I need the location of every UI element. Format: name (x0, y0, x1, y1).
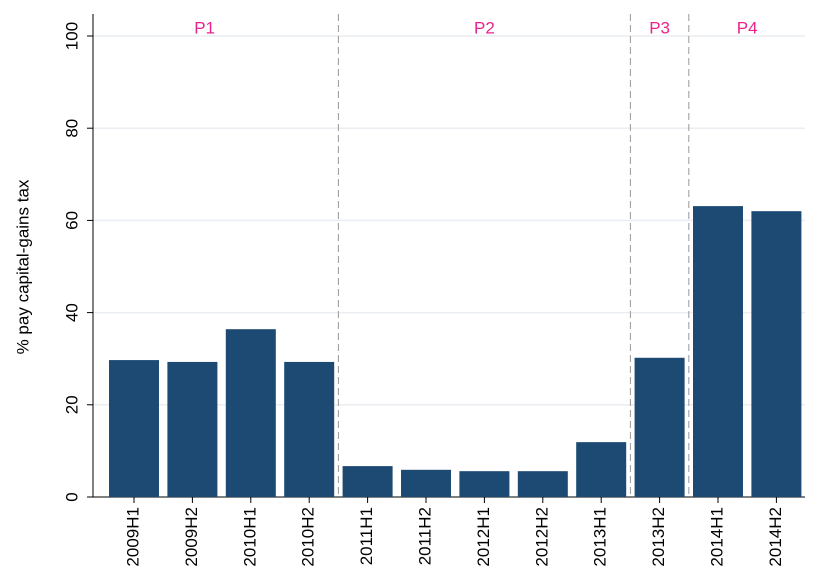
bar (576, 442, 627, 497)
period-label: P1 (194, 18, 215, 37)
bar (459, 471, 510, 497)
period-label: P2 (474, 18, 495, 37)
bar (517, 471, 568, 497)
bar (342, 466, 393, 497)
y-tick-label: 40 (62, 303, 81, 322)
x-tick-label: 2009H2 (182, 507, 201, 567)
x-tick-label: 2009H1 (123, 507, 142, 567)
y-tick-label: 60 (62, 211, 81, 230)
bar (401, 469, 451, 497)
bar (167, 361, 218, 497)
y-tick-label: 0 (62, 492, 81, 501)
bar (751, 211, 802, 497)
y-tick-label: 20 (62, 395, 81, 414)
bar (109, 360, 159, 497)
x-tick-label: 2013H2 (649, 507, 668, 567)
x-tick-label: 2011H2 (415, 507, 434, 565)
x-tick-label: 2011H1 (357, 507, 376, 565)
bar (634, 357, 685, 497)
period-label: P4 (737, 18, 758, 37)
y-tick-label: 80 (62, 119, 81, 138)
y-tick-label: 100 (62, 22, 81, 50)
x-tick-label: 2010H2 (299, 507, 318, 567)
y-axis-label: % pay capital-gains tax (13, 179, 32, 354)
period-label: P3 (649, 18, 670, 37)
bar (284, 361, 335, 497)
x-tick-label: 2014H2 (766, 507, 785, 567)
bar (225, 329, 276, 497)
x-tick-label: 2010H1 (240, 507, 259, 567)
x-tick-label: 2013H1 (591, 507, 610, 567)
x-tick-label: 2012H2 (532, 507, 551, 567)
x-tick-label: 2012H1 (474, 507, 493, 567)
bar (693, 206, 743, 497)
x-tick-label: 2014H1 (707, 507, 726, 567)
